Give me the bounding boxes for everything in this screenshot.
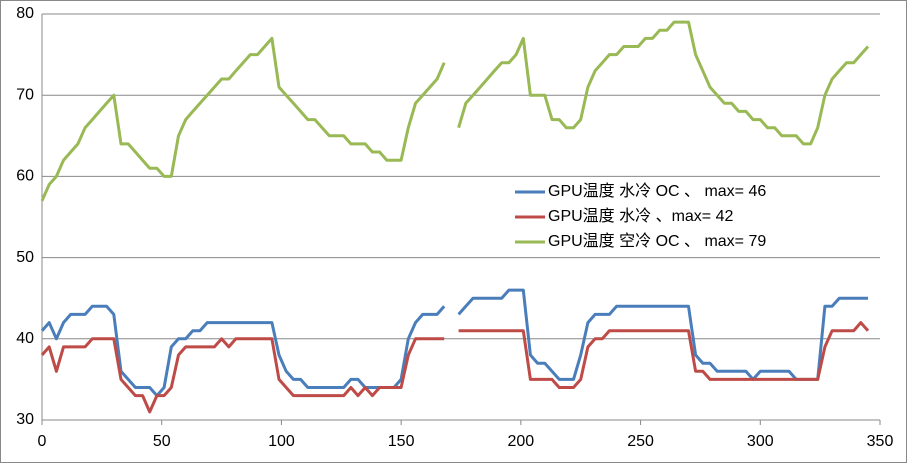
y-tick-label: 70	[16, 86, 34, 103]
legend-label: GPU温度 水冷 OC 、 max= 46	[548, 182, 766, 200]
x-tick-label: 100	[268, 433, 295, 450]
y-tick-label: 80	[16, 5, 34, 22]
x-tick-label: 0	[38, 433, 47, 450]
y-tick-label: 50	[16, 249, 34, 266]
legend-label: GPU温度 空冷 OC 、 max= 79	[548, 232, 766, 250]
x-tick-label: 200	[508, 433, 535, 450]
x-tick-label: 50	[153, 433, 171, 450]
y-tick-label: 30	[16, 411, 34, 428]
legend-label: GPU温度 水冷 、max= 42	[548, 207, 733, 225]
x-tick-label: 300	[747, 433, 774, 450]
series-line	[40, 321, 870, 414]
x-tick-label: 250	[627, 433, 654, 450]
series-line	[40, 20, 870, 202]
x-tick-label: 350	[867, 433, 894, 450]
y-tick-label: 40	[16, 330, 34, 347]
x-tick-label: 150	[388, 433, 415, 450]
y-tick-label: 60	[16, 168, 34, 185]
